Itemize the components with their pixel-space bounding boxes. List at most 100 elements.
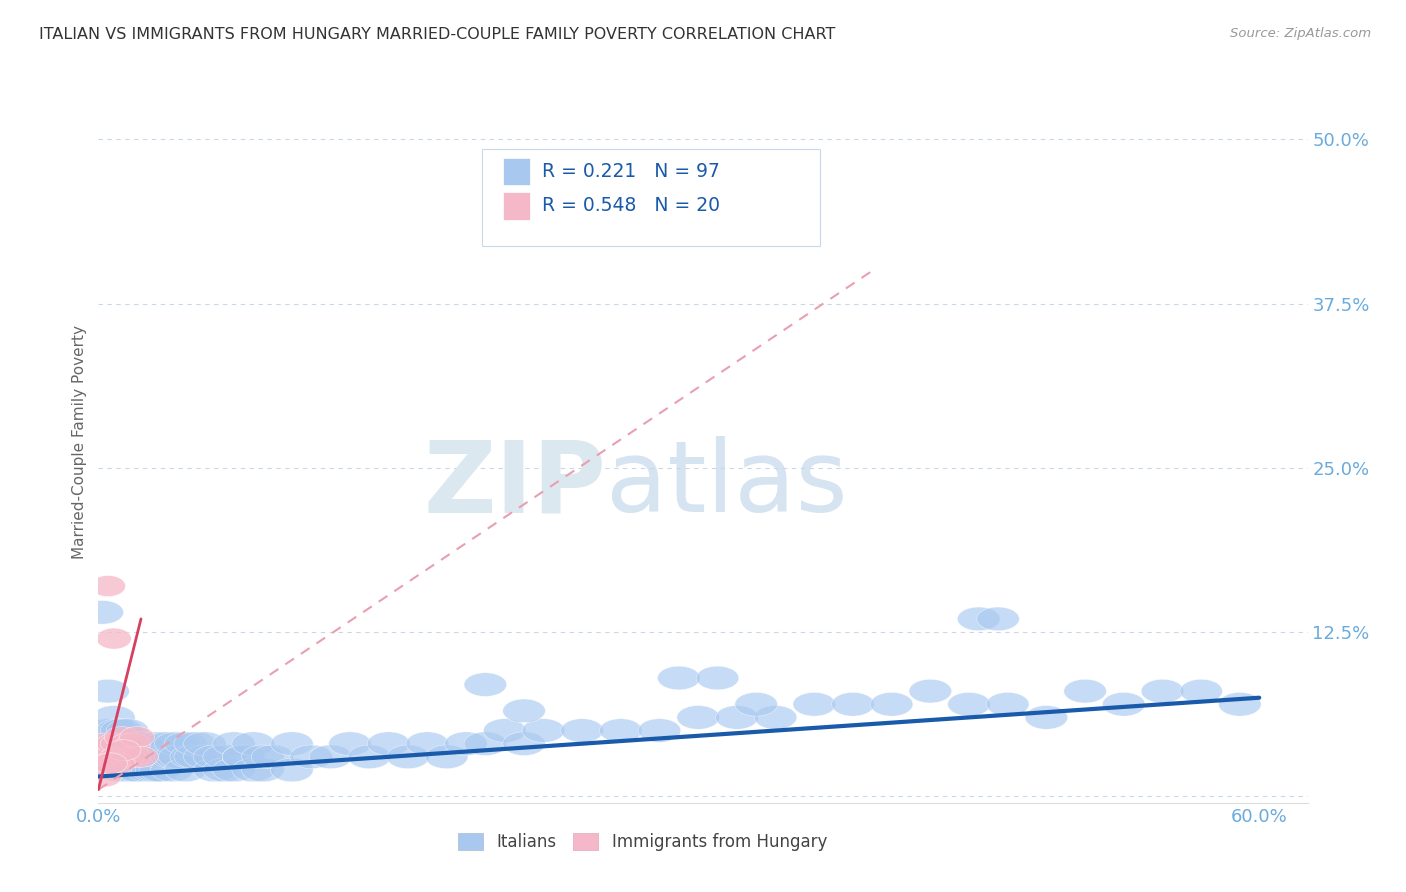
Ellipse shape — [131, 745, 174, 769]
Ellipse shape — [87, 766, 122, 787]
Text: ITALIAN VS IMMIGRANTS FROM HUNGARY MARRIED-COUPLE FAMILY POVERTY CORRELATION CHA: ITALIAN VS IMMIGRANTS FROM HUNGARY MARRI… — [39, 27, 835, 42]
Ellipse shape — [124, 747, 159, 767]
Ellipse shape — [107, 731, 149, 756]
Ellipse shape — [174, 745, 217, 769]
Ellipse shape — [193, 758, 236, 781]
Ellipse shape — [165, 731, 207, 756]
Ellipse shape — [97, 733, 131, 755]
Ellipse shape — [987, 692, 1029, 716]
Ellipse shape — [716, 706, 758, 730]
Ellipse shape — [112, 731, 155, 756]
Ellipse shape — [93, 753, 128, 774]
Ellipse shape — [202, 758, 246, 781]
Ellipse shape — [165, 758, 207, 781]
Ellipse shape — [464, 673, 506, 697]
FancyBboxPatch shape — [482, 149, 820, 246]
Ellipse shape — [100, 733, 135, 755]
Ellipse shape — [107, 719, 149, 742]
Ellipse shape — [232, 731, 274, 756]
Ellipse shape — [406, 731, 449, 756]
FancyBboxPatch shape — [503, 158, 530, 185]
Ellipse shape — [349, 745, 391, 769]
Ellipse shape — [93, 706, 135, 730]
Ellipse shape — [135, 731, 177, 756]
Ellipse shape — [97, 731, 139, 756]
Ellipse shape — [329, 731, 371, 756]
FancyBboxPatch shape — [503, 193, 530, 219]
Ellipse shape — [107, 739, 141, 761]
Ellipse shape — [599, 719, 643, 742]
Ellipse shape — [100, 745, 143, 769]
Ellipse shape — [658, 666, 700, 690]
Ellipse shape — [503, 731, 546, 756]
Ellipse shape — [139, 745, 181, 769]
Ellipse shape — [135, 758, 177, 781]
Ellipse shape — [242, 758, 284, 781]
Ellipse shape — [104, 747, 139, 767]
Ellipse shape — [484, 719, 526, 742]
Ellipse shape — [159, 745, 201, 769]
Ellipse shape — [1142, 680, 1184, 703]
Ellipse shape — [90, 575, 125, 597]
Ellipse shape — [270, 758, 314, 781]
Ellipse shape — [444, 731, 488, 756]
Ellipse shape — [387, 745, 429, 769]
Ellipse shape — [155, 745, 197, 769]
Ellipse shape — [125, 745, 169, 769]
Ellipse shape — [100, 719, 143, 742]
Ellipse shape — [100, 747, 135, 767]
Ellipse shape — [115, 745, 159, 769]
Ellipse shape — [222, 745, 264, 769]
Ellipse shape — [910, 680, 952, 703]
Y-axis label: Married-Couple Family Poverty: Married-Couple Family Poverty — [72, 325, 87, 558]
Ellipse shape — [82, 600, 124, 624]
Ellipse shape — [97, 758, 139, 781]
Ellipse shape — [232, 758, 274, 781]
Ellipse shape — [120, 731, 162, 756]
Ellipse shape — [87, 719, 129, 742]
Ellipse shape — [115, 747, 150, 767]
Ellipse shape — [522, 719, 565, 742]
Ellipse shape — [145, 745, 187, 769]
Ellipse shape — [252, 745, 294, 769]
Ellipse shape — [110, 747, 145, 767]
Ellipse shape — [104, 727, 139, 747]
Ellipse shape — [93, 731, 135, 756]
Ellipse shape — [107, 758, 149, 781]
Ellipse shape — [170, 745, 212, 769]
Text: ZIP: ZIP — [423, 436, 606, 533]
Ellipse shape — [503, 699, 546, 723]
Ellipse shape — [87, 680, 129, 703]
Ellipse shape — [193, 745, 236, 769]
Text: R = 0.221   N = 97: R = 0.221 N = 97 — [543, 161, 720, 181]
Ellipse shape — [464, 731, 506, 756]
Ellipse shape — [676, 706, 720, 730]
Ellipse shape — [202, 745, 246, 769]
Ellipse shape — [100, 753, 135, 774]
Ellipse shape — [242, 745, 284, 769]
Ellipse shape — [112, 758, 155, 781]
Ellipse shape — [90, 747, 125, 767]
Ellipse shape — [948, 692, 990, 716]
Ellipse shape — [94, 753, 129, 774]
Ellipse shape — [977, 607, 1019, 631]
Ellipse shape — [110, 733, 145, 755]
Text: Source: ZipAtlas.com: Source: ZipAtlas.com — [1230, 27, 1371, 40]
Ellipse shape — [735, 692, 778, 716]
Legend: Italians, Immigrants from Hungary: Italians, Immigrants from Hungary — [450, 825, 835, 860]
Ellipse shape — [139, 758, 181, 781]
Ellipse shape — [97, 719, 139, 742]
Ellipse shape — [957, 607, 1000, 631]
Ellipse shape — [561, 719, 603, 742]
Ellipse shape — [426, 745, 468, 769]
Ellipse shape — [120, 727, 155, 747]
Ellipse shape — [150, 745, 193, 769]
Ellipse shape — [222, 745, 264, 769]
Ellipse shape — [870, 692, 912, 716]
Ellipse shape — [120, 745, 162, 769]
Ellipse shape — [290, 745, 332, 769]
Ellipse shape — [1025, 706, 1067, 730]
Ellipse shape — [131, 758, 174, 781]
Ellipse shape — [793, 692, 835, 716]
Ellipse shape — [1102, 692, 1144, 716]
